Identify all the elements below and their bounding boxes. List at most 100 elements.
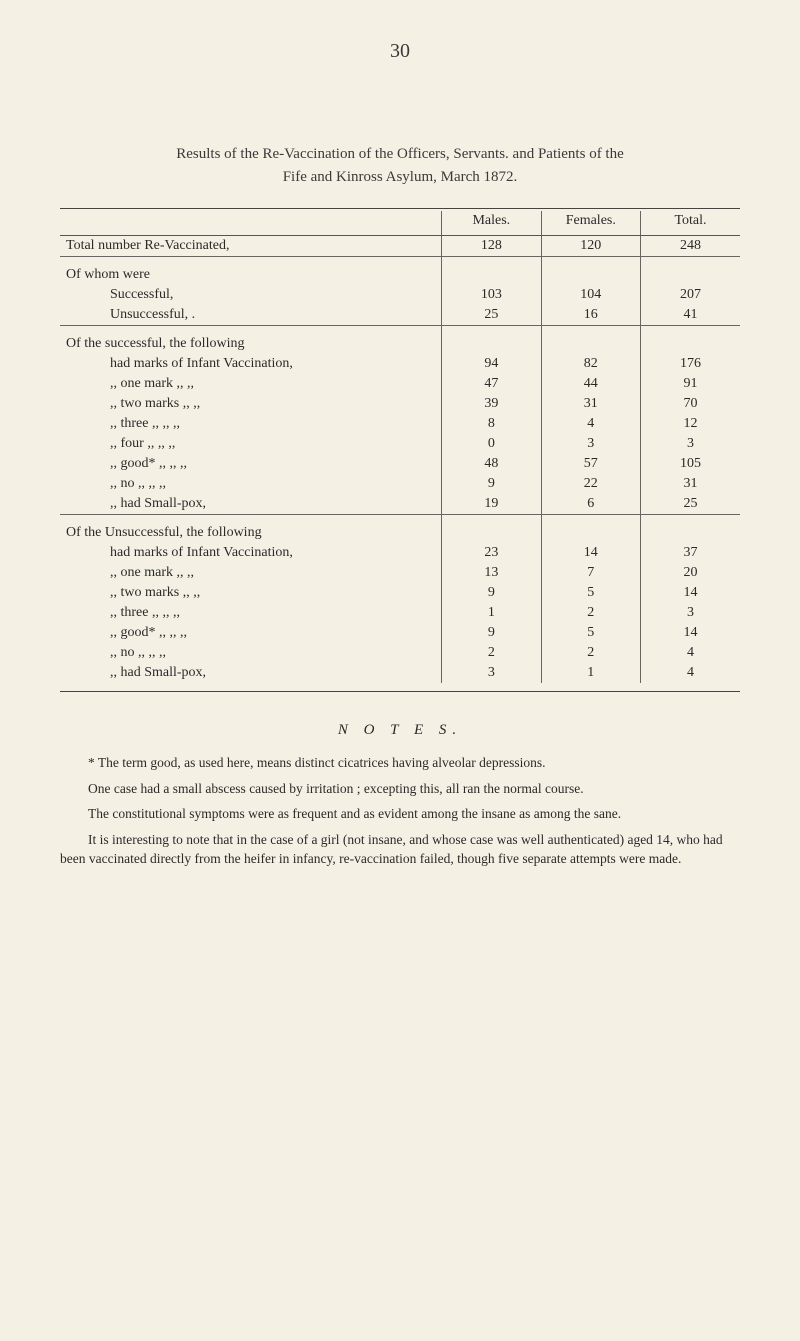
note-paragraph: One case had a small abscess caused by i… xyxy=(60,779,740,799)
cell: 1 xyxy=(442,603,541,623)
cell: 120 xyxy=(541,236,640,257)
cell xyxy=(641,326,740,355)
table-row: ,, had Small-pox, 3 1 4 xyxy=(60,663,740,683)
cell: 47 xyxy=(442,374,541,394)
cell: 13 xyxy=(442,563,541,583)
table-row: ,, no ,, ,, ,, 9 22 31 xyxy=(60,474,740,494)
row-label: ,, one mark ,, ,, xyxy=(66,565,435,581)
cell: 8 xyxy=(442,414,541,434)
cell: 57 xyxy=(541,454,640,474)
cell xyxy=(541,257,640,286)
row-label: had marks of Infant Vaccination, xyxy=(66,356,435,372)
cell: 20 xyxy=(641,563,740,583)
rule-top xyxy=(60,208,740,209)
cell xyxy=(541,515,640,544)
notes-heading: N O T E S. xyxy=(60,722,740,739)
note-paragraph: It is interesting to note that in the ca… xyxy=(60,830,740,869)
row-label: ,, one mark ,, ,, xyxy=(66,376,435,392)
cell: 207 xyxy=(641,285,740,305)
cell xyxy=(442,257,541,286)
col-header-males: Males. xyxy=(442,211,541,236)
cell: 31 xyxy=(641,474,740,494)
table-row: Of the Unsuccessful, the following xyxy=(60,515,740,544)
row-label: ,, good* ,, ,, ,, xyxy=(66,456,435,472)
row-label: Of the successful, the following xyxy=(60,326,442,355)
row-label: ,, good* ,, ,, ,, xyxy=(66,625,435,641)
cell: 16 xyxy=(541,305,640,326)
row-label: ,, two marks ,, ,, xyxy=(66,585,435,601)
table-row: ,, four ,, ,, ,, 0 3 3 xyxy=(60,434,740,454)
table-row: Total number Re-Vaccinated, 128 120 248 xyxy=(60,236,740,257)
cell: 248 xyxy=(641,236,740,257)
cell: 9 xyxy=(442,623,541,643)
cell: 44 xyxy=(541,374,640,394)
cell: 176 xyxy=(641,354,740,374)
cell: 104 xyxy=(541,285,640,305)
cell: 82 xyxy=(541,354,640,374)
col-header-females: Females. xyxy=(541,211,640,236)
cell: 2 xyxy=(541,643,640,663)
row-label: ,, two marks ,, ,, xyxy=(66,396,435,412)
table-row: ,, had Small-pox, 19 6 25 xyxy=(60,494,740,515)
row-label: ,, no ,, ,, ,, xyxy=(66,476,435,492)
page-number: 30 xyxy=(60,40,740,63)
cell: 2 xyxy=(442,643,541,663)
cell: 2 xyxy=(541,603,640,623)
row-label: ,, three ,, ,, ,, xyxy=(66,605,435,621)
table-row: Successful, 103 104 207 xyxy=(60,285,740,305)
row-label: ,, had Small-pox, xyxy=(66,665,435,681)
cell: 12 xyxy=(641,414,740,434)
row-label: had marks of Infant Vaccination, xyxy=(66,545,435,561)
table-row: Of the successful, the following xyxy=(60,326,740,355)
row-label: ,, no ,, ,, ,, xyxy=(66,645,435,661)
cell: 1 xyxy=(541,663,640,683)
cell: 37 xyxy=(641,543,740,563)
cell xyxy=(541,326,640,355)
cell: 3 xyxy=(541,434,640,454)
table-row: ,, three ,, ,, ,, 1 2 3 xyxy=(60,603,740,623)
table-row: ,, good* ,, ,, ,, 48 57 105 xyxy=(60,454,740,474)
table-row: Of whom were xyxy=(60,257,740,286)
cell: 3 xyxy=(442,663,541,683)
cell: 48 xyxy=(442,454,541,474)
table-row: ,, two marks ,, ,, 39 31 70 xyxy=(60,394,740,414)
cell: 3 xyxy=(641,603,740,623)
cell: 5 xyxy=(541,583,640,603)
cell: 23 xyxy=(442,543,541,563)
row-label: Of the Unsuccessful, the following xyxy=(60,515,442,544)
cell: 105 xyxy=(641,454,740,474)
cell xyxy=(442,515,541,544)
cell: 25 xyxy=(442,305,541,326)
col-header-total: Total. xyxy=(641,211,740,236)
cell: 41 xyxy=(641,305,740,326)
cell: 4 xyxy=(541,414,640,434)
title-line-2: Fife and Kinross Asylum, March 1872. xyxy=(283,169,518,185)
title-line-1: Results of the Re-Vaccination of the Off… xyxy=(176,146,624,162)
cell: 7 xyxy=(541,563,640,583)
cell: 3 xyxy=(641,434,740,454)
cell: 70 xyxy=(641,394,740,414)
table-row: had marks of Infant Vaccination, 94 82 1… xyxy=(60,354,740,374)
cell: 6 xyxy=(541,494,640,515)
cell: 19 xyxy=(442,494,541,515)
rule-bottom xyxy=(60,691,740,692)
table-row: ,, no ,, ,, ,, 2 2 4 xyxy=(60,643,740,663)
row-label: Total number Re-Vaccinated, xyxy=(60,236,442,257)
cell: 9 xyxy=(442,474,541,494)
cell: 25 xyxy=(641,494,740,515)
row-label: Of whom were xyxy=(60,257,442,286)
cell: 14 xyxy=(641,583,740,603)
title-block: Results of the Re-Vaccination of the Off… xyxy=(60,143,740,188)
cell: 39 xyxy=(442,394,541,414)
row-label: Unsuccessful, . xyxy=(66,307,435,323)
cell: 5 xyxy=(541,623,640,643)
row-label: ,, had Small-pox, xyxy=(66,496,435,512)
row-label: ,, three ,, ,, ,, xyxy=(66,416,435,432)
row-label: ,, four ,, ,, ,, xyxy=(66,436,435,452)
cell: 9 xyxy=(442,583,541,603)
table-row: Unsuccessful, . 25 16 41 xyxy=(60,305,740,326)
cell: 22 xyxy=(541,474,640,494)
cell: 4 xyxy=(641,643,740,663)
note-paragraph: * The term good, as used here, means dis… xyxy=(60,753,740,773)
note-paragraph: The constitutional symptoms were as freq… xyxy=(60,804,740,824)
